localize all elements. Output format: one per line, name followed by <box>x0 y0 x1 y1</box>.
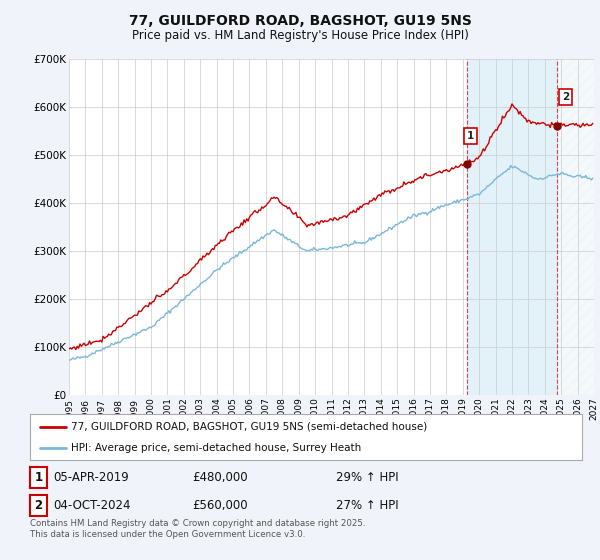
Text: £560,000: £560,000 <box>192 499 248 512</box>
Text: 04-OCT-2024: 04-OCT-2024 <box>53 499 130 512</box>
Text: Price paid vs. HM Land Registry's House Price Index (HPI): Price paid vs. HM Land Registry's House … <box>131 29 469 42</box>
Text: 2: 2 <box>562 92 569 102</box>
Text: HPI: Average price, semi-detached house, Surrey Heath: HPI: Average price, semi-detached house,… <box>71 443 362 453</box>
Text: £480,000: £480,000 <box>192 471 248 484</box>
Text: 77, GUILDFORD ROAD, BAGSHOT, GU19 5NS: 77, GUILDFORD ROAD, BAGSHOT, GU19 5NS <box>128 14 472 28</box>
Bar <box>557 59 594 395</box>
Bar <box>467 59 557 395</box>
Text: Contains HM Land Registry data © Crown copyright and database right 2025.
This d: Contains HM Land Registry data © Crown c… <box>30 519 365 539</box>
Text: 05-APR-2019: 05-APR-2019 <box>53 471 128 484</box>
Text: 29% ↑ HPI: 29% ↑ HPI <box>336 471 398 484</box>
Text: 2: 2 <box>34 499 43 512</box>
Text: 77, GUILDFORD ROAD, BAGSHOT, GU19 5NS (semi-detached house): 77, GUILDFORD ROAD, BAGSHOT, GU19 5NS (s… <box>71 422 428 432</box>
Text: 1: 1 <box>34 471 43 484</box>
Text: 1: 1 <box>467 130 474 141</box>
Text: 27% ↑ HPI: 27% ↑ HPI <box>336 499 398 512</box>
